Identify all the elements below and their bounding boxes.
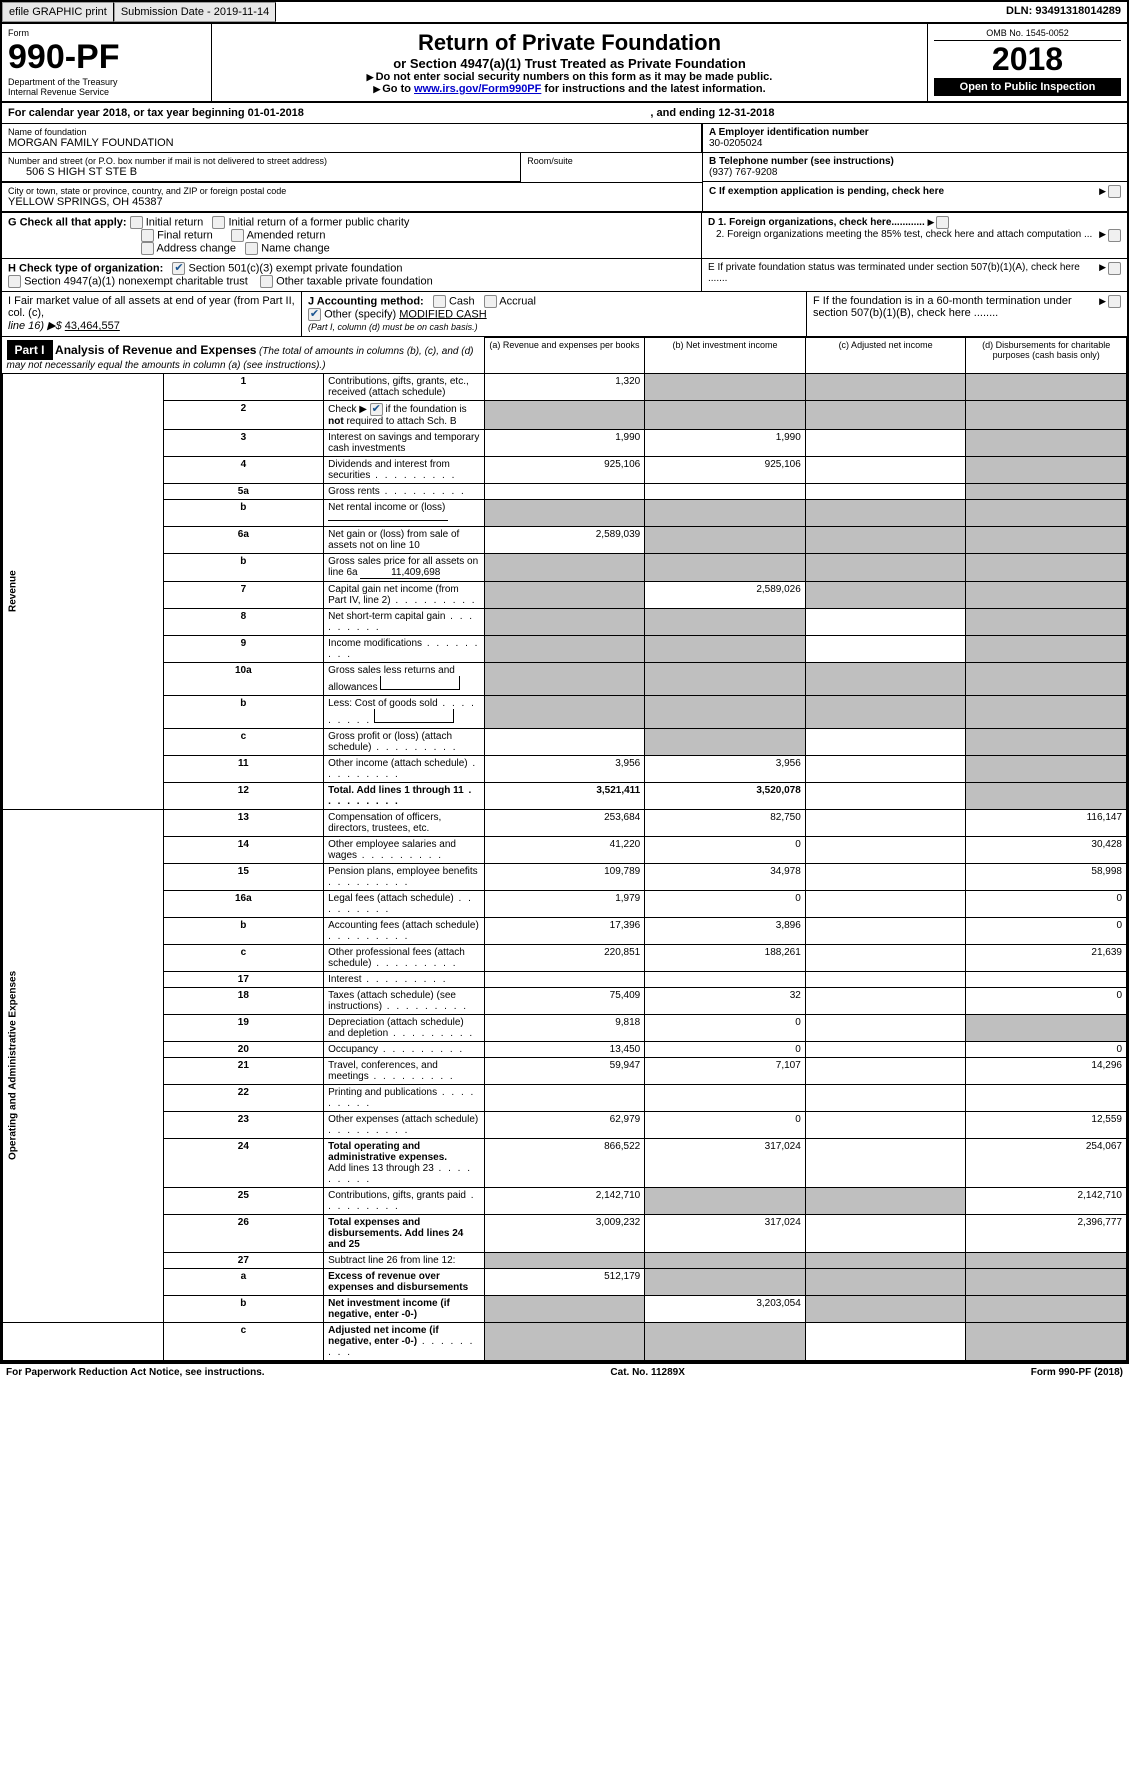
foundation-name: MORGAN FAMILY FOUNDATION (8, 137, 695, 149)
addr-label: Number and street (or P.O. box number if… (8, 156, 514, 166)
ein: 30-0205024 (709, 138, 1121, 149)
irs: Internal Revenue Service (8, 87, 205, 97)
g-initial-former[interactable] (212, 216, 225, 229)
form-number: 990-PF (8, 38, 205, 77)
col-b: (b) Net investment income (645, 338, 806, 374)
g-name[interactable] (245, 242, 258, 255)
j-accrual[interactable] (484, 295, 497, 308)
i-label: I Fair market value of all assets at end… (8, 295, 295, 319)
room-label: Room/suite (527, 156, 696, 166)
submission-date: Submission Date - 2019-11-14 (114, 2, 276, 22)
sch-b-checkbox[interactable] (370, 403, 383, 416)
h-4947[interactable] (8, 275, 21, 288)
cat-no: Cat. No. 11289X (610, 1367, 684, 1378)
top-bar: efile GRAPHIC print Submission Date - 20… (2, 2, 1127, 24)
j-other-val: MODIFIED CASH (399, 308, 486, 320)
g-row: G Check all that apply: Initial return I… (8, 216, 695, 255)
form-ref: Form 990-PF (2018) (1031, 1367, 1123, 1378)
g-initial[interactable] (130, 216, 143, 229)
main-title: Return of Private Foundation (218, 30, 921, 56)
ein-label: A Employer identification number (709, 127, 1121, 138)
g-amended[interactable] (231, 229, 244, 242)
g-address[interactable] (141, 242, 154, 255)
col-a: (a) Revenue and expenses per books (484, 338, 645, 374)
calendar-year: For calendar year 2018, or tax year begi… (2, 101, 1127, 124)
entity-section: Name of foundation MORGAN FAMILY FOUNDAT… (2, 124, 1127, 213)
j-cash[interactable] (433, 295, 446, 308)
header: Form 990-PF Department of the Treasury I… (2, 24, 1127, 101)
dept: Department of the Treasury (8, 77, 205, 87)
i-j-row: I Fair market value of all assets at end… (2, 292, 1127, 337)
form-container: efile GRAPHIC print Submission Date - 20… (0, 0, 1129, 1363)
expenses-label: Operating and Administrative Expenses (3, 809, 164, 1322)
f-row: F If the foundation is in a 60-month ter… (813, 295, 1121, 319)
col-c: (c) Adjusted net income (805, 338, 966, 374)
efile-badge: efile GRAPHIC print (2, 2, 114, 22)
revenue-label: Revenue (3, 373, 164, 809)
part1-table: Part I Analysis of Revenue and Expenses … (2, 337, 1127, 1361)
city: YELLOW SPRINGS, OH 45387 (8, 196, 696, 208)
g-h-section: G Check all that apply: Initial return I… (2, 213, 1127, 259)
e-row: E If private foundation status was termi… (708, 262, 1121, 284)
col-d: (d) Disbursements for charitable purpose… (966, 338, 1127, 374)
telephone: (937) 767-9208 (709, 167, 1121, 178)
form-word: Form (8, 28, 205, 38)
c-checkbox[interactable] (1108, 185, 1121, 198)
fmv-value: 43,464,557 (65, 320, 120, 332)
j-other[interactable] (308, 308, 321, 321)
d1-checkbox[interactable] (936, 216, 949, 229)
d2-checkbox[interactable] (1108, 229, 1121, 242)
h-section: H Check type of organization: Section 50… (2, 259, 1127, 292)
instr-2: Go to www.irs.gov/Form990PF for instruct… (218, 83, 921, 95)
footer: For Paperwork Reduction Act Notice, see … (0, 1363, 1129, 1381)
h-501c3[interactable] (172, 262, 185, 275)
c-label: C If exemption application is pending, c… (709, 186, 1099, 197)
tax-year: 2018 (934, 41, 1121, 78)
d1-row: D 1. Foreign organizations, check here..… (708, 216, 1121, 229)
form-link[interactable]: www.irs.gov/Form990PF (414, 83, 541, 95)
pra-notice: For Paperwork Reduction Act Notice, see … (6, 1367, 265, 1378)
h-row: H Check type of organization: Section 50… (8, 262, 695, 288)
subtitle: or Section 4947(a)(1) Trust Treated as P… (218, 56, 921, 71)
instr-1: Do not enter social security numbers on … (218, 71, 921, 83)
f-checkbox[interactable] (1108, 295, 1121, 308)
dln: DLN: 93491318014289 (1000, 2, 1127, 22)
city-label: City or town, state or province, country… (8, 186, 696, 196)
address: 506 S HIGH ST STE B (8, 166, 514, 178)
part1-tag: Part I (7, 340, 53, 360)
omb: OMB No. 1545-0052 (934, 28, 1121, 41)
open-inspection: Open to Public Inspection (934, 78, 1121, 96)
g-final[interactable] (141, 229, 154, 242)
h-other-taxable[interactable] (260, 275, 273, 288)
name-label: Name of foundation (8, 127, 695, 137)
d2-row: 2. Foreign organizations meeting the 85%… (708, 229, 1121, 242)
tel-label: B Telephone number (see instructions) (709, 156, 1121, 167)
e-checkbox[interactable] (1108, 262, 1121, 275)
